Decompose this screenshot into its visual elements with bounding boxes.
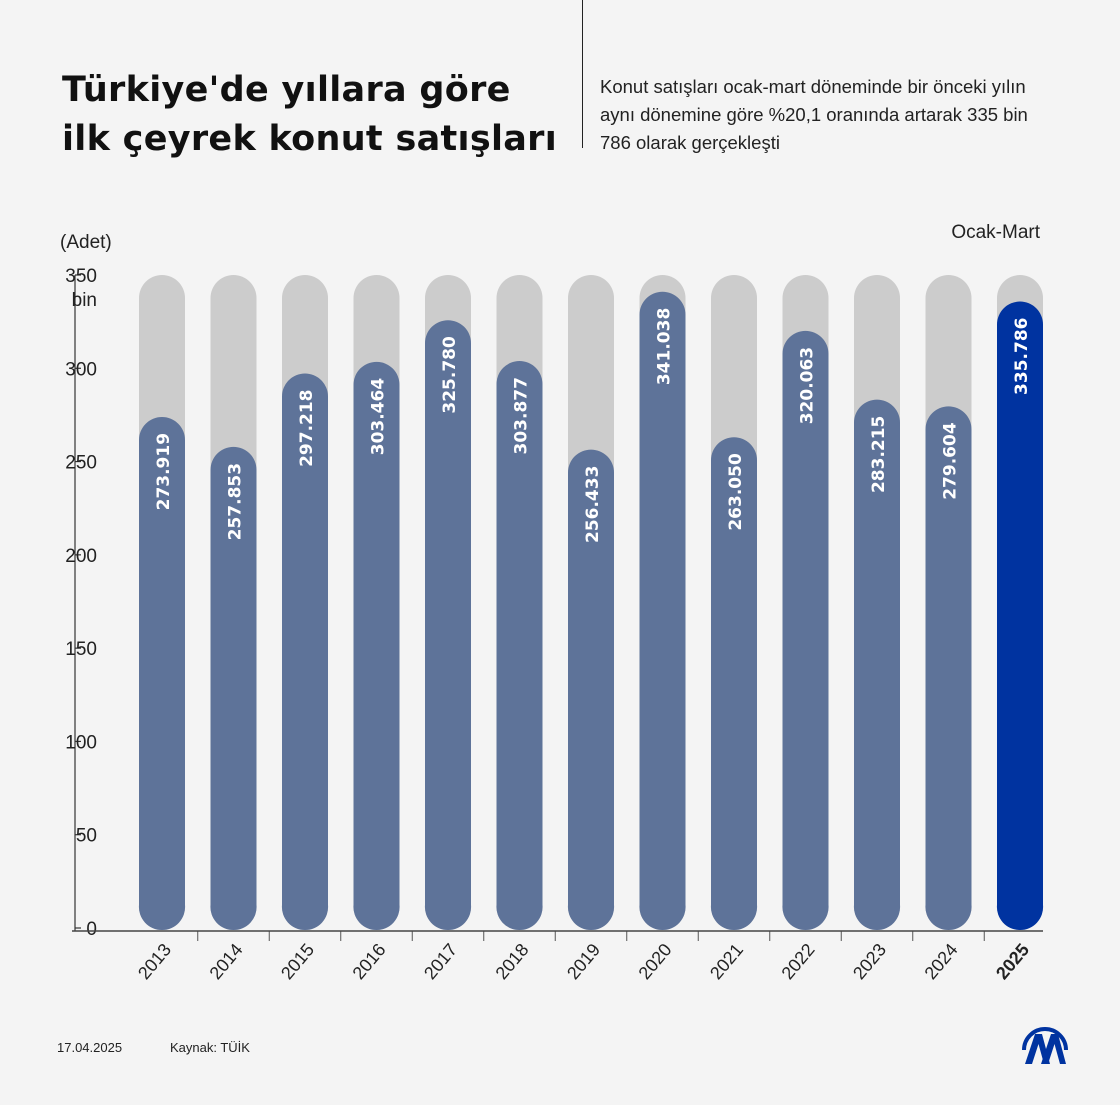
page-title: Türkiye'de yıllara göre ilk çeyrek konut… [62, 66, 557, 164]
data-label: 297.218 [297, 389, 317, 466]
x-tick-label: 2018 [492, 940, 533, 984]
title-line-1: Türkiye'de yıllara göre [62, 70, 511, 110]
y-tick-unit: bin [72, 290, 97, 311]
y-tick-label: 100 [65, 732, 97, 753]
x-tick-label: 2019 [563, 940, 604, 984]
data-label: 279.604 [941, 422, 961, 500]
source: Kaynak: TÜİK [170, 1040, 250, 1055]
y-tick-label: 150 [65, 639, 97, 660]
x-tick-label: 2017 [420, 940, 461, 984]
bar-2013 [138, 416, 186, 931]
y-tick-label: 0 [86, 919, 97, 940]
y-tick-label: 350 [65, 266, 97, 287]
data-label: 303.877 [512, 377, 532, 454]
data-label: 283.215 [869, 416, 889, 493]
y-axis-label: (Adet) [60, 232, 112, 253]
bar-2018 [496, 361, 543, 931]
bar-2016 [353, 361, 400, 931]
data-label: 273.919 [154, 433, 174, 510]
bar-2017 [424, 320, 472, 931]
data-label: 325.780 [440, 336, 460, 414]
x-tick-label: 2013 [134, 940, 175, 984]
subtitle: Konut satışları ocak-mart döneminde bir … [600, 76, 1028, 153]
x-tick-label: 2021 [706, 940, 747, 984]
y-tick-label: 200 [65, 546, 97, 567]
x-tick-label: 2025 [992, 940, 1033, 984]
data-label: 257.853 [226, 463, 246, 540]
bar-2019 [567, 449, 615, 931]
bar-2024 [925, 406, 972, 931]
period-label: Ocak-Mart [951, 222, 1040, 243]
divider [582, 0, 583, 148]
bar-2022 [782, 330, 829, 931]
bar-2015 [281, 373, 329, 931]
aa-logo [1022, 1027, 1068, 1064]
data-label: 341.038 [655, 308, 675, 385]
data-label: 263.050 [726, 453, 746, 531]
bar-2025 [996, 301, 1044, 931]
data-label: 335.786 [1012, 318, 1032, 395]
x-tick-label: 2020 [635, 940, 676, 984]
data-label: 303.464 [369, 378, 389, 456]
x-tick-label: 2022 [778, 940, 819, 984]
x-tick-label: 2024 [921, 940, 962, 984]
date: 17.04.2025 [57, 1040, 123, 1055]
bar-2021 [710, 437, 758, 931]
y-tick-label: 250 [65, 453, 97, 474]
x-tick-label: 2016 [349, 940, 390, 984]
data-label: 256.433 [583, 466, 603, 543]
x-tick-label: 2015 [277, 940, 318, 984]
y-tick-label: 300 [65, 359, 97, 380]
data-label: 320.063 [798, 347, 818, 424]
y-tick-label: 50 [76, 826, 97, 847]
title-line-2: ilk çeyrek konut satışları [62, 119, 558, 159]
x-tick-label: 2014 [206, 940, 247, 984]
bar-2023 [853, 399, 901, 931]
bar-2014 [210, 446, 257, 931]
bar-2020 [639, 291, 686, 931]
x-tick-label: 2023 [849, 940, 890, 984]
